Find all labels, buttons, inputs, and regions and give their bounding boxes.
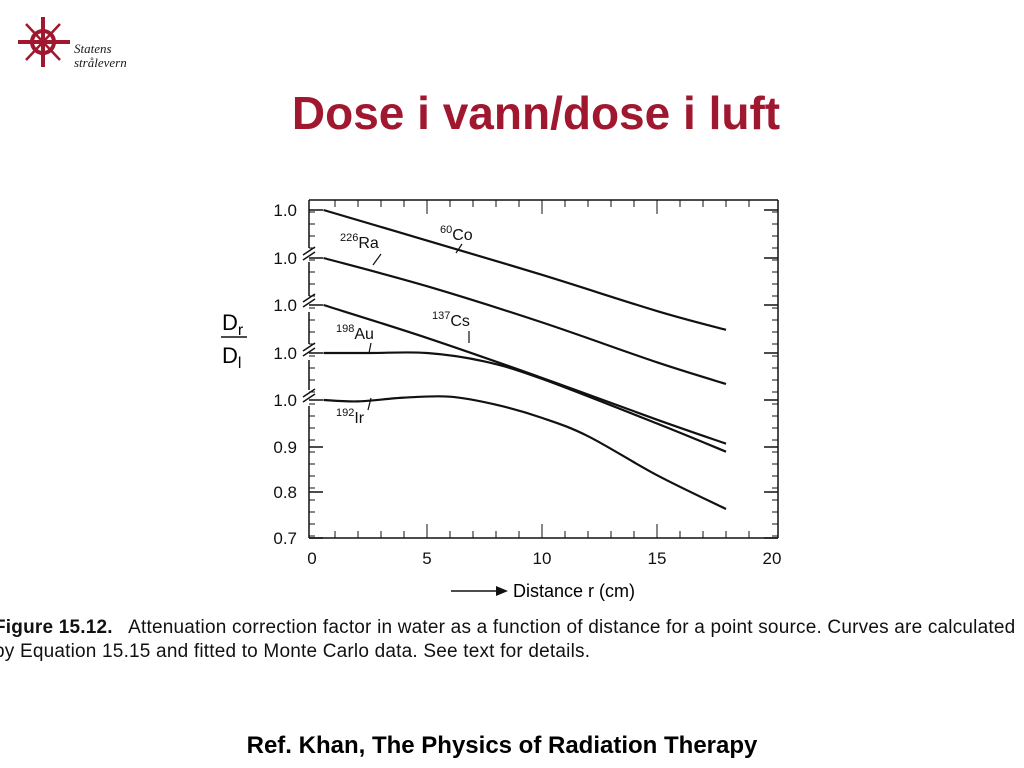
curve-label-ir: 192Ir — [336, 407, 365, 427]
logo-line-2: strålevern — [74, 55, 127, 70]
y-tick-label: 1.0 — [273, 296, 297, 315]
x-tick-label: 20 — [763, 549, 782, 568]
figure-label: Figure 15.12. — [0, 617, 113, 638]
x-axis-label: Distance r (cm) — [451, 581, 635, 601]
y-tick-label: 1.0 — [273, 201, 297, 220]
y-tick-label: 1.0 — [273, 391, 297, 410]
curve-ra — [323, 256, 727, 386]
y-tick-label: 0.7 — [273, 529, 297, 548]
axis-break-mark — [302, 393, 316, 403]
y-label-numerator: Dr — [222, 310, 244, 339]
axis-break-mark — [302, 298, 316, 308]
curve-cs — [323, 303, 727, 445]
curve-label-ra: 226Ra — [340, 232, 379, 252]
x-tick-label: 0 — [307, 549, 316, 568]
logo-text: Statens strålevern — [74, 42, 127, 70]
logo-ray — [25, 23, 61, 61]
axis-break-mark — [302, 293, 316, 303]
curve-au — [323, 351, 727, 453]
y-tick-label: 0.9 — [273, 438, 297, 457]
axis-break-mark — [302, 388, 316, 398]
curve-leader-au — [368, 342, 372, 354]
curve-ir — [323, 395, 727, 511]
axis-break-mark — [302, 347, 316, 357]
reference-text: Ref. Khan, The Physics of Radiation Ther… — [246, 732, 758, 759]
x-tick-label: 5 — [422, 549, 431, 568]
y-tick-label: 1.0 — [273, 344, 297, 363]
figure-caption: Figure 15.12. Attenuation correction fac… — [0, 616, 1024, 664]
curve-label-co: 60Co — [440, 224, 473, 244]
slide-title: Dose i vann/dose i luft — [291, 87, 781, 139]
statens-stralevern-logo — [18, 17, 70, 67]
caption-text: Attenuation correction factor in water a… — [0, 617, 1016, 662]
attenuation-chart: 1.0 1.0 1.0 1.0 1.0 0.9 0.8 0.7 0 5 10 15 20 60Co 226… — [221, 199, 782, 601]
y-axis-label: Dr Dl — [221, 310, 247, 372]
curve-leader-ra — [372, 253, 382, 266]
curve-leader-co — [455, 243, 463, 254]
plot-curves — [323, 208, 727, 511]
curve-labels: 60Co 226Ra 137Cs 198Au 192Ir — [336, 224, 473, 427]
x-label-text: Distance r (cm) — [513, 581, 635, 601]
x-label-arrow-head — [496, 586, 508, 596]
curve-leader-ir — [367, 397, 372, 411]
curve-label-au: 198Au — [336, 323, 374, 343]
x-tick-label: 15 — [648, 549, 667, 568]
y-tick-label: 0.8 — [273, 483, 297, 502]
y-label-denominator: Dl — [222, 343, 241, 372]
plot-axes: 1.0 1.0 1.0 1.0 1.0 0.9 0.8 0.7 0 5 10 15 20 — [273, 199, 782, 568]
curve-label-cs: 137Cs — [432, 310, 470, 330]
logo-line-1: Statens — [74, 41, 112, 56]
curve-co — [323, 208, 727, 331]
axis-break-mark — [302, 251, 316, 261]
y-tick-label: 1.0 — [273, 249, 297, 268]
x-tick-label: 10 — [533, 549, 552, 568]
